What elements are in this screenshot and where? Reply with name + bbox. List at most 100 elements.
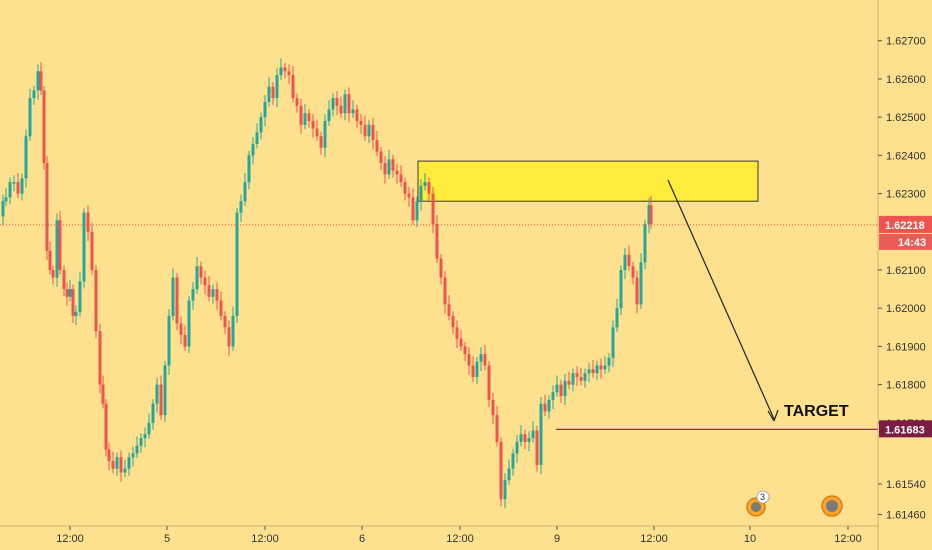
candle-body: [191, 289, 195, 301]
candle-body: [515, 441, 519, 454]
candle-body: [411, 197, 415, 221]
candle-body: [291, 75, 295, 99]
candle-body: [331, 98, 335, 110]
candle-body: [635, 277, 639, 305]
candle-body: [287, 71, 291, 76]
candle-body: [32, 90, 36, 99]
candle-body: [307, 113, 311, 121]
candle-body: [255, 132, 259, 144]
candle-body: [283, 67, 287, 72]
candle-body: [623, 254, 627, 270]
price-axis-tick-label: 1.62700: [886, 36, 926, 48]
event-news-icon[interactable]: 3: [746, 490, 770, 517]
candle-body: [419, 185, 423, 202]
candle-body: [591, 369, 595, 374]
time-axis-tick-label: 12:00: [446, 533, 474, 545]
candle-body: [243, 182, 247, 202]
candle-body: [48, 250, 52, 270]
candle-body: [235, 212, 239, 316]
candle-body: [379, 151, 383, 164]
event-news-icon-core: [826, 500, 838, 512]
candle-body: [639, 262, 643, 305]
candle-body: [115, 457, 119, 469]
candle-body: [219, 300, 223, 316]
candle-body: [303, 113, 307, 125]
candle-body: [627, 254, 631, 267]
candle-body: [339, 105, 343, 114]
candle-body: [135, 445, 139, 454]
candle-body: [459, 338, 463, 347]
countdown-tag-label: 14:43: [898, 237, 926, 249]
event-count-badge: [756, 490, 770, 504]
candle-body: [347, 94, 351, 114]
candle-body: [275, 75, 279, 99]
candle-body: [94, 270, 98, 332]
candle-body: [503, 480, 507, 500]
candle-body: [387, 159, 391, 175]
candle-body: [311, 120, 315, 129]
candle-body: [611, 327, 615, 358]
candle-body: [58, 220, 62, 270]
candle-body: [631, 266, 635, 278]
candle-body: [231, 315, 235, 347]
candle-body: [199, 266, 203, 278]
candle-body: [111, 461, 115, 469]
candle-body: [104, 403, 108, 450]
candle-body: [68, 289, 72, 297]
time-axis-tick-label: 12:00: [640, 533, 668, 545]
candle-body: [519, 434, 523, 442]
candle-body: [563, 380, 567, 397]
event-news-icon-core: [751, 502, 761, 512]
candle-body: [20, 178, 24, 194]
candle-body: [531, 430, 535, 439]
candle-body: [315, 128, 319, 137]
time-axis-tick-label: 5: [164, 533, 170, 545]
candle-body: [355, 109, 359, 121]
candle-body: [155, 384, 159, 404]
candle-body: [171, 277, 175, 316]
candle-body: [16, 182, 20, 194]
candle-body: [74, 312, 78, 316]
candle-body: [127, 457, 131, 469]
event-news-icon[interactable]: [821, 495, 843, 517]
candle-body: [42, 90, 46, 164]
time-axis-tick-label: 10: [744, 533, 756, 545]
projection-arrow-line[interactable]: [667, 179, 775, 420]
price-axis-tick-label: 1.61460: [886, 510, 926, 522]
candle-body: [12, 182, 16, 184]
candle-body: [131, 453, 135, 458]
candle-body: [8, 182, 12, 198]
candle-body: [583, 373, 587, 381]
candle-body: [499, 441, 503, 500]
candle-body: [215, 289, 219, 301]
candle-body: [1, 201, 5, 217]
candle-body: [471, 365, 475, 377]
candle-body: [51, 270, 55, 278]
candle-body: [649, 205, 653, 225]
candle-body: [423, 182, 427, 186]
candle-body: [179, 323, 183, 335]
candle-body: [559, 384, 563, 397]
time-axis-tick-label: 9: [554, 533, 560, 545]
candle-body: [495, 415, 499, 442]
candle-body: [187, 300, 191, 347]
price-axis-tick-label: 1.62400: [886, 150, 926, 162]
candle-body: [123, 468, 127, 473]
candle-body: [427, 182, 431, 194]
target-label: TARGET: [784, 403, 849, 420]
target-price-tag: [879, 420, 932, 438]
candle-body: [539, 403, 543, 465]
candle-body: [511, 453, 515, 469]
candle-body: [259, 117, 263, 133]
candle-body: [479, 354, 483, 362]
candle-body: [567, 380, 571, 385]
supply-zone-rectangle[interactable]: [417, 160, 759, 202]
price-axis-tick-label: 1.62000: [886, 303, 926, 315]
candle-body: [151, 403, 155, 423]
candle-body: [607, 357, 611, 366]
candle-body: [571, 373, 575, 385]
current-price-tag-label: 1.62218: [885, 220, 925, 232]
candle-body: [431, 193, 435, 225]
